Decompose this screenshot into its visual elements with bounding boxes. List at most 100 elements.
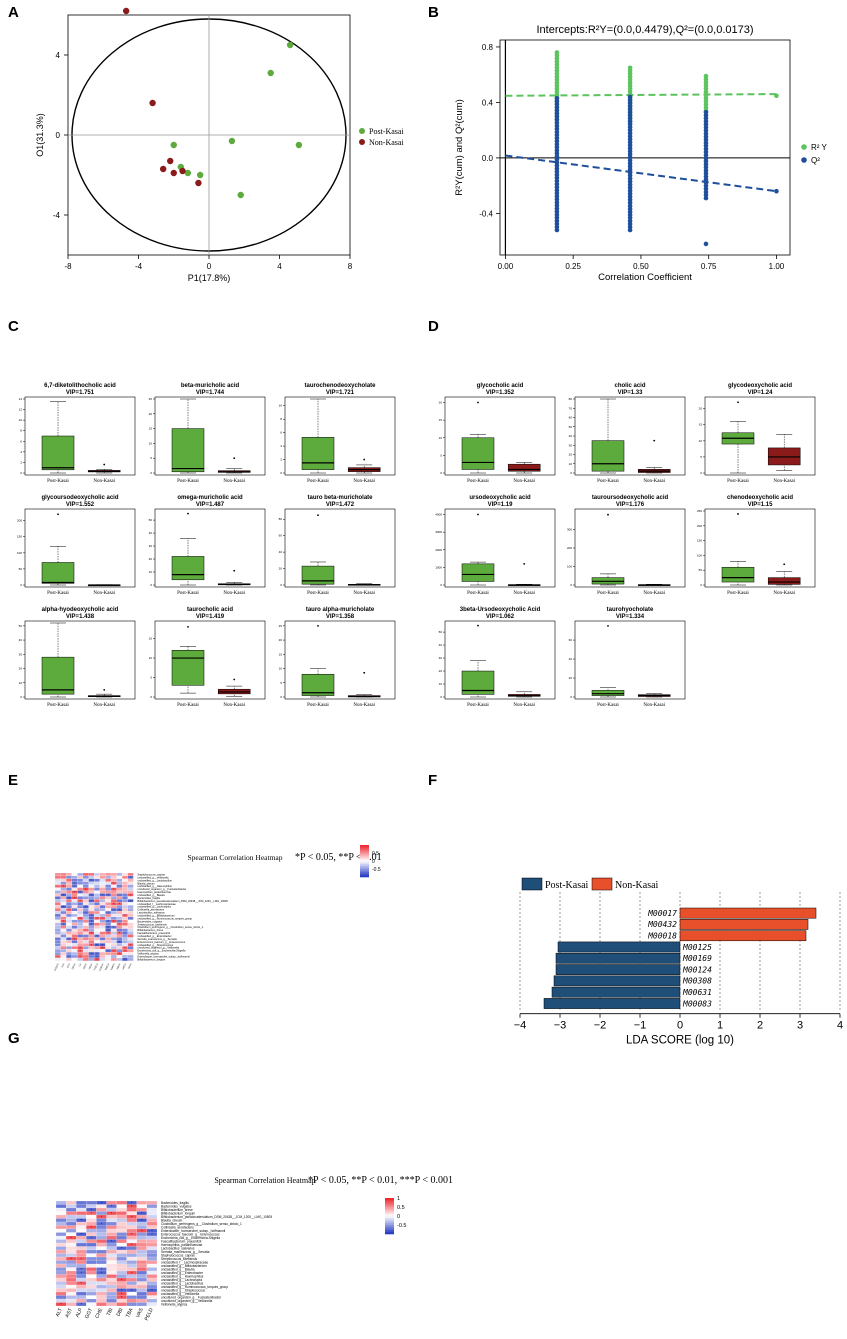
x-axis-label: LDA SCORE (log 10) — [626, 1035, 734, 1047]
heatmap-cell — [71, 913, 78, 918]
heatmap-cell — [82, 899, 89, 903]
heatmap-cell — [136, 1291, 147, 1296]
significance-star: * — [108, 931, 109, 935]
outlier — [607, 624, 609, 627]
heatmap-cell — [86, 1246, 97, 1251]
panel-f-lda-bar-chart: Post-Kasai Non-Kasai M00017 M00432 M00018 M00… — [514, 877, 843, 1047]
heatmap-cell — [66, 881, 72, 885]
heatmap-cell — [77, 896, 84, 900]
panel-g-heatmap: Spearman Correlation Heatmap*P < 0.05, *… — [55, 1175, 453, 1322]
boxplot-frame — [704, 396, 816, 476]
heatmap-cell — [136, 1260, 147, 1265]
heatmap-cell — [77, 957, 84, 961]
color-scale-segment — [385, 1207, 394, 1210]
heatmap-cell — [116, 1263, 127, 1268]
significance-star: * — [113, 902, 114, 906]
y-tick-label: 6 — [20, 439, 22, 443]
heatmap-cell — [77, 881, 84, 885]
significance-star: * — [119, 931, 120, 935]
color-scale-segment — [360, 873, 369, 876]
heatmap-cell — [71, 925, 78, 929]
significance-star: * — [80, 955, 81, 959]
heatmap-cell — [110, 954, 117, 959]
permutation-point — [554, 50, 560, 55]
significance-star: * — [68, 908, 69, 912]
heatmap-row-label: unclassified_g__Streptococcus — [161, 1288, 205, 1292]
panel-label-e: E — [8, 772, 19, 789]
heatmap-cell — [86, 1249, 97, 1254]
lda-bar — [555, 952, 681, 964]
heatmap-cell — [110, 922, 117, 926]
scatter-point — [286, 41, 294, 49]
heatmap-cell — [106, 1263, 117, 1268]
heatmap-cell — [77, 905, 84, 909]
heatmap-cell — [126, 1235, 137, 1240]
heatmap-cell — [76, 1295, 87, 1300]
heatmap-cell — [55, 1214, 67, 1219]
heatmap-cell — [82, 913, 89, 918]
boxplot-title: taurocholic acid — [187, 607, 233, 613]
heatmap-cell — [122, 922, 128, 926]
y-tick-label: 0 — [20, 471, 22, 475]
heatmap-cell — [66, 957, 72, 961]
significance-star: * — [130, 893, 131, 897]
heatmap-cell — [96, 1228, 107, 1233]
heatmap-cell — [116, 946, 123, 950]
legend-marker — [359, 128, 365, 134]
significance-star: * — [81, 1257, 83, 1261]
heatmap-cell — [86, 1214, 97, 1219]
significance-star: * — [91, 952, 92, 956]
heatmap-cell — [55, 1291, 67, 1296]
heatmap-cell — [54, 946, 61, 950]
outlier — [57, 513, 59, 516]
lda-bar-label: M00018 — [647, 932, 677, 941]
heatmap-cell — [126, 1295, 137, 1300]
significance-star: * — [130, 876, 131, 880]
heatmap-cell — [106, 1246, 117, 1251]
heatmap-cell — [71, 872, 78, 877]
heatmap-cell — [116, 1214, 127, 1219]
y-tick-label: 50 — [19, 624, 23, 628]
heatmap-cell — [71, 954, 78, 959]
y-tick-label: 0 — [570, 695, 572, 699]
heatmap-cell — [127, 940, 134, 944]
heatmap-row-label: Bifidobacterium_pseudocatenulatum_DSM_20… — [137, 899, 228, 903]
significance-star: * — [91, 893, 92, 897]
heatmap-cell — [54, 881, 61, 885]
lda-bar-label: M00124 — [682, 965, 712, 974]
heatmap-cell — [105, 934, 112, 938]
heatmap-cell — [60, 875, 67, 879]
heatmap-cell — [146, 1253, 158, 1258]
heatmap-cell — [66, 952, 72, 956]
heatmap-cell — [60, 928, 67, 932]
heatmap-cell — [66, 911, 72, 915]
outlier — [317, 624, 319, 627]
y-tick-label: 10 — [439, 436, 443, 440]
permutation-point — [703, 98, 709, 104]
heatmap-cell — [116, 1225, 127, 1230]
heatmap-cell — [94, 946, 100, 950]
scatter-point — [122, 7, 130, 15]
significance-star: * — [101, 1215, 103, 1219]
lda-bar — [553, 975, 681, 987]
heatmap-cell — [94, 887, 100, 891]
significance-star: * — [63, 920, 64, 924]
significance-star: * — [91, 1226, 93, 1230]
scatter-point — [196, 171, 204, 179]
heatmap-cell — [54, 893, 61, 897]
y-tick-label: 10 — [149, 656, 153, 660]
heatmap-cell — [86, 1200, 97, 1205]
category-label: Non-Kasai — [93, 479, 115, 484]
heatmap-cell — [54, 887, 61, 891]
significance-star: * — [130, 899, 131, 903]
heatmap-cell — [106, 1302, 117, 1307]
heatmap-cell — [96, 1256, 107, 1261]
permutation-point — [774, 188, 779, 194]
significance-star: * — [131, 1289, 133, 1293]
heatmap-cell — [71, 878, 78, 882]
heatmap-cell — [96, 1246, 107, 1251]
box — [591, 690, 625, 696]
heatmap-cell — [82, 934, 89, 938]
